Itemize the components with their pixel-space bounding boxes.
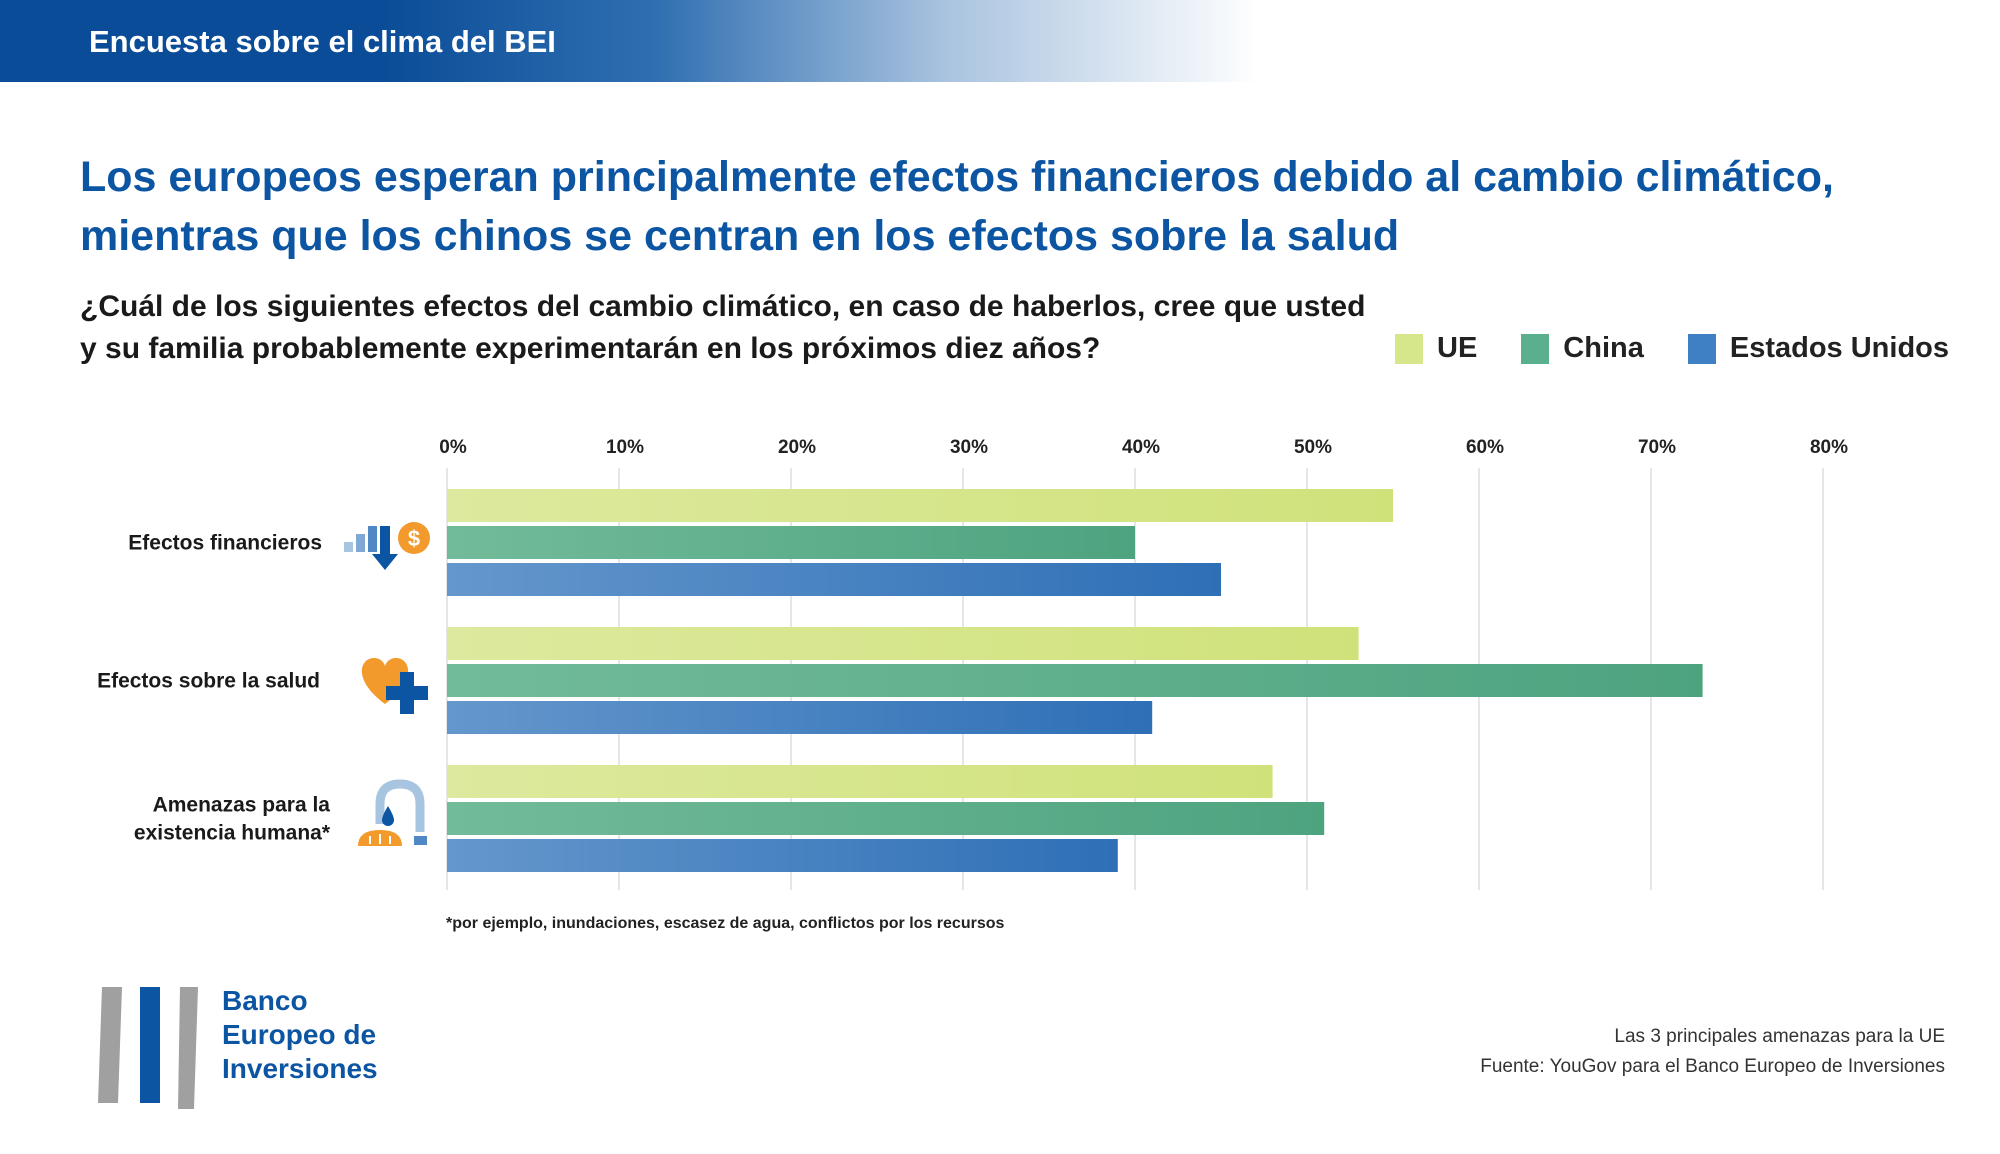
x-tick-label: 50% <box>1294 437 1332 458</box>
x-tick-label: 0% <box>439 437 467 458</box>
water-food-icon <box>358 779 427 846</box>
bar-ue-3 <box>447 765 1273 798</box>
x-tick-label: 30% <box>950 437 988 458</box>
x-tick-label: 10% <box>606 437 644 458</box>
source-note: Las 3 principales amenazas para la UE Fu… <box>1480 1022 1945 1082</box>
source-line-2: Fuente: YouGov para el Banco Europeo de … <box>1480 1056 1945 1077</box>
category-labels: Efectos financieros Efectos sobre la salu… <box>97 532 331 845</box>
legend-item-usa: Estados Unidos <box>1687 332 1950 365</box>
x-tick-label: 70% <box>1638 437 1676 458</box>
logo-line-2: Europeo de <box>222 1019 377 1050</box>
health-icon <box>361 658 428 714</box>
legend-swatch-usa <box>1687 333 1716 364</box>
chart-title: Los europeos esperan principalmente efec… <box>80 153 1834 260</box>
source-line-1: Las 3 principales amenazas para la UE <box>1614 1026 1945 1047</box>
legend: UE China Estados Unidos <box>1395 332 1993 365</box>
category-label-2: Efectos sobre la salud <box>97 670 320 693</box>
category-label-1: Efectos financieros <box>128 532 322 555</box>
bar-usa-3 <box>447 839 1118 872</box>
x-tick-label: 80% <box>1810 437 1848 458</box>
legend-swatch-china <box>1521 333 1550 364</box>
bar-china-1 <box>447 526 1135 559</box>
bar-usa-1 <box>447 563 1221 596</box>
category-label-3: Amenazas para la existencia humana* <box>134 794 331 845</box>
bar-usa-2 <box>447 701 1153 734</box>
bar-china-2 <box>447 664 1703 697</box>
x-axis-ticks: 0% 10% 20% 30% 40% 50% 60% 70% 80% <box>439 437 1848 458</box>
logo-line-1: Banco <box>222 985 308 1016</box>
bar-china-3 <box>447 802 1325 835</box>
x-tick-label: 20% <box>778 437 816 458</box>
legend-label-china: China <box>1563 332 1644 364</box>
bar-ue-1 <box>447 489 1393 522</box>
legend-label-usa: Estados Unidos <box>1729 332 1950 364</box>
legend-label-ue: UE <box>1437 332 1478 364</box>
finance-icon: $ <box>344 522 430 570</box>
bars <box>447 489 1703 872</box>
legend-swatch-ue <box>1395 333 1423 364</box>
bar-ue-2 <box>447 627 1359 660</box>
legend-item-china: China <box>1521 332 1644 365</box>
x-tick-label: 60% <box>1466 437 1504 458</box>
chart-subtitle: ¿Cuál de los siguientes efectos del camb… <box>80 290 1366 365</box>
eib-logo-icon <box>98 987 198 1109</box>
svg-text:$: $ <box>408 526 420 551</box>
footnote: *por ejemplo, inundaciones, escasez de a… <box>446 915 1005 932</box>
header-title: Encuesta sobre el clima del BEI <box>89 24 556 59</box>
logo-line-3: Inversiones <box>222 1053 378 1084</box>
logo-text: Banco Europeo de Inversiones <box>222 984 378 1086</box>
legend-item-ue: UE <box>1395 332 1477 365</box>
header-band <box>0 0 1260 82</box>
x-tick-label: 40% <box>1122 437 1160 458</box>
